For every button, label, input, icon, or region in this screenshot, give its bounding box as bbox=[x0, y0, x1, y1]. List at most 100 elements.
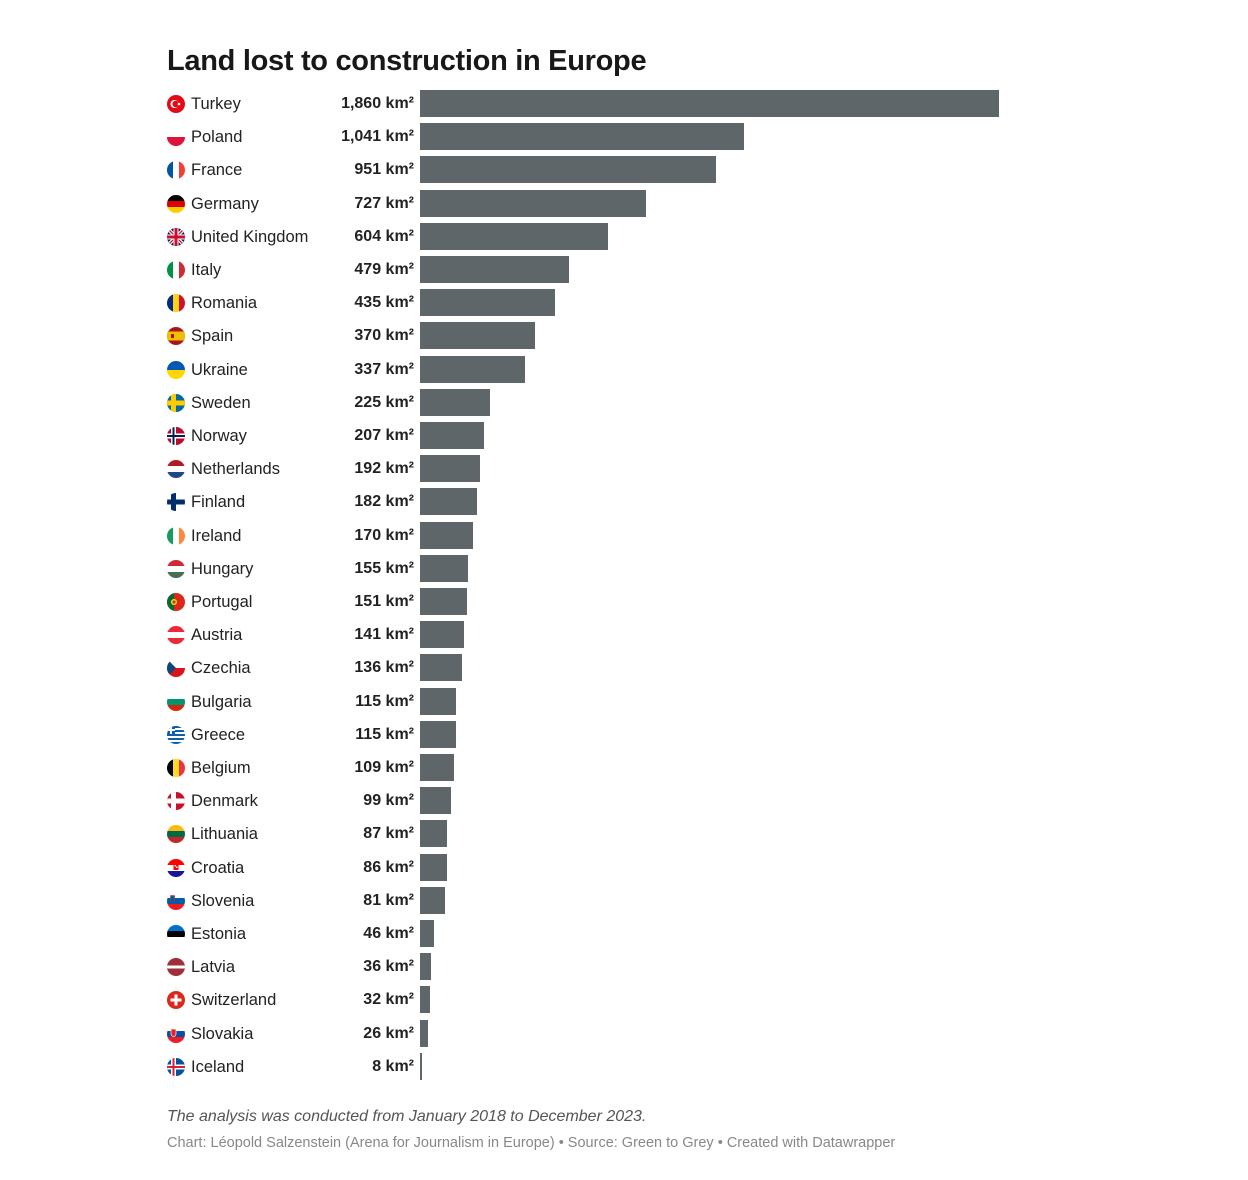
bulgaria-flag-icon bbox=[167, 692, 185, 711]
bar bbox=[420, 322, 536, 350]
bar-row: Slovakia 26 km² bbox=[167, 1019, 1027, 1048]
bar-row: Romania 435 km² bbox=[167, 289, 1027, 317]
bar bbox=[420, 754, 454, 781]
bar-row: Italy 479 km² bbox=[167, 256, 1027, 284]
bar bbox=[420, 621, 464, 649]
italy-flag-icon bbox=[167, 261, 185, 279]
country-label: Netherlands bbox=[191, 460, 280, 479]
value-label: 225 km² bbox=[354, 393, 414, 411]
bar-row: Hungary 155 km² bbox=[167, 554, 1027, 583]
bar bbox=[420, 986, 430, 1014]
value-label: 170 km² bbox=[354, 526, 414, 544]
spain-flag-icon bbox=[167, 327, 185, 346]
bar bbox=[420, 853, 447, 881]
bar bbox=[420, 488, 477, 516]
bar bbox=[420, 388, 491, 416]
bar-row: United Kingdom 604 km² bbox=[167, 222, 1027, 251]
bar-row: Estonia 46 km² bbox=[167, 920, 1027, 948]
bar bbox=[420, 289, 556, 317]
chart-container: Land lost to construction in Europe Turk… bbox=[167, 40, 1027, 1086]
bar bbox=[420, 156, 717, 184]
estonia-flag-icon bbox=[167, 925, 185, 943]
bar bbox=[420, 189, 647, 217]
chart-title: Land lost to construction in Europe bbox=[167, 45, 647, 77]
country-label: Slovenia bbox=[191, 891, 255, 910]
value-label: 136 km² bbox=[354, 659, 414, 677]
value-label: 109 km² bbox=[354, 759, 414, 776]
bar bbox=[420, 521, 473, 549]
value-label: 727 km² bbox=[354, 194, 414, 212]
greece-flag-icon bbox=[167, 725, 185, 744]
value-label: 8 km² bbox=[372, 1057, 414, 1075]
united-kingdom-flag-icon bbox=[167, 227, 185, 246]
bar-row: Greece 115 km² bbox=[167, 720, 1027, 749]
bar bbox=[420, 355, 525, 383]
bar-row: Slovenia 81 km² bbox=[167, 886, 1027, 915]
value-label: 151 km² bbox=[354, 593, 414, 610]
lithuania-flag-icon bbox=[167, 825, 185, 844]
value-label: 337 km² bbox=[354, 360, 414, 378]
norway-flag-icon bbox=[167, 427, 185, 445]
sweden-flag-icon bbox=[167, 393, 185, 412]
country-label: Greece bbox=[191, 725, 246, 744]
bar bbox=[420, 455, 480, 483]
value-label: 1,041 km² bbox=[341, 128, 414, 146]
value-label: 435 km² bbox=[354, 294, 414, 312]
germany-flag-icon bbox=[167, 194, 185, 213]
bar-row: France 951 km² bbox=[167, 156, 1027, 184]
slovenia-flag-icon bbox=[167, 891, 185, 910]
value-label: 115 km² bbox=[355, 725, 414, 743]
value-label: 604 km² bbox=[354, 227, 414, 245]
bar-row: Iceland 8 km² bbox=[167, 1052, 1027, 1081]
value-label: 370 km² bbox=[354, 327, 414, 345]
country-label: Poland bbox=[191, 128, 243, 147]
chart-notes: The analysis was conducted from January … bbox=[167, 1108, 647, 1125]
value-label: 951 km² bbox=[354, 161, 414, 179]
country-label: Finland bbox=[191, 493, 246, 512]
bar bbox=[420, 720, 456, 748]
country-label: Czechia bbox=[191, 659, 251, 678]
bar bbox=[420, 953, 432, 981]
bar-row: Norway 207 km² bbox=[167, 422, 1027, 450]
france-flag-icon bbox=[167, 161, 185, 180]
hungary-flag-icon bbox=[167, 559, 185, 578]
value-label: 1,860 km² bbox=[341, 95, 414, 112]
country-label: Austria bbox=[191, 626, 243, 645]
bar-row: Turkey 1,860 km² bbox=[167, 90, 1027, 118]
value-label: 207 km² bbox=[354, 427, 414, 444]
country-label: Latvia bbox=[191, 958, 236, 977]
country-label: Ireland bbox=[191, 526, 242, 545]
country-label: Germany bbox=[191, 194, 259, 213]
value-label: 32 km² bbox=[363, 991, 414, 1009]
bar-row: Latvia 36 km² bbox=[167, 953, 1027, 981]
bar bbox=[420, 256, 570, 283]
chart-byline: Chart: Léopold Salzenstein (Arena for Jo… bbox=[167, 1135, 896, 1151]
value-label: 86 km² bbox=[363, 858, 414, 876]
bar-row: Netherlands 192 km² bbox=[167, 455, 1027, 483]
ukraine-flag-icon bbox=[167, 360, 185, 379]
country-label: Iceland bbox=[191, 1057, 245, 1076]
value-label: 46 km² bbox=[363, 925, 414, 942]
value-label: 141 km² bbox=[354, 626, 414, 644]
netherlands-flag-icon bbox=[167, 460, 185, 479]
country-label: Spain bbox=[191, 327, 234, 346]
bar-row: Lithuania 87 km² bbox=[167, 820, 1027, 848]
country-label: Estonia bbox=[191, 925, 247, 943]
bar-row: Denmark 99 km² bbox=[167, 787, 1027, 815]
ireland-flag-icon bbox=[167, 526, 185, 545]
bar-row: Ireland 170 km² bbox=[167, 521, 1027, 550]
country-label: United Kingdom bbox=[191, 227, 309, 246]
slovakia-flag-icon bbox=[167, 1024, 185, 1043]
switzerland-flag-icon bbox=[167, 991, 185, 1010]
croatia-flag-icon bbox=[167, 858, 185, 877]
bar bbox=[420, 90, 999, 117]
bar bbox=[420, 554, 469, 582]
bar-row: Ukraine 337 km² bbox=[167, 355, 1027, 384]
bar bbox=[420, 422, 485, 449]
bar bbox=[420, 222, 609, 250]
value-label: 87 km² bbox=[363, 825, 414, 843]
portugal-flag-icon bbox=[167, 593, 185, 611]
value-label: 182 km² bbox=[354, 493, 414, 511]
belgium-flag-icon bbox=[167, 759, 185, 777]
country-label: Hungary bbox=[191, 559, 254, 578]
